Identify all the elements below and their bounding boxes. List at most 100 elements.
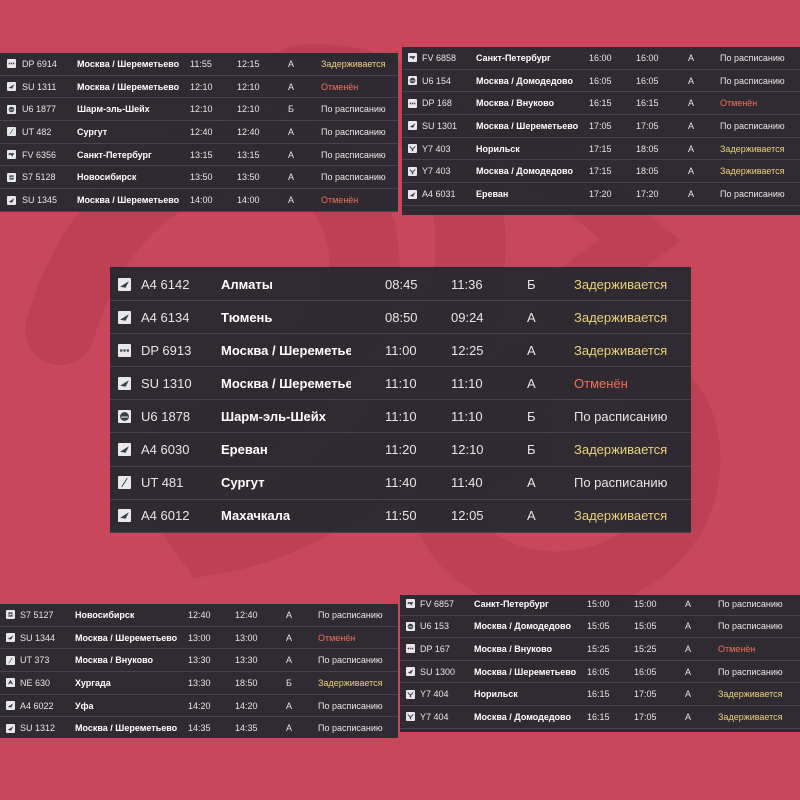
- slash-airline-icon: [7, 127, 16, 137]
- terminal: А: [286, 655, 293, 666]
- flight-status: Отменён: [718, 643, 756, 654]
- flight-status: Задерживается: [574, 342, 668, 358]
- flight-row[interactable]: Y7 404 Москва / Домодедово 16:15 17:05 А Заде…: [400, 706, 800, 729]
- flight-row[interactable]: A4 6030 Ереван 11:20 12:10 Б Задерживается: [110, 434, 691, 467]
- flight-number: A4 6012: [141, 508, 190, 524]
- terminal: А: [527, 508, 536, 524]
- estimated-time: 18:05: [636, 166, 659, 177]
- scheduled-time: 17:15: [589, 143, 612, 154]
- wing-airline-icon: [7, 195, 16, 205]
- destination-city: Москва / Домодедово: [476, 75, 573, 86]
- dots-airline-icon: [118, 343, 131, 357]
- scheduled-time: 11:10: [385, 375, 417, 391]
- wing-airline-icon: [6, 701, 15, 711]
- flight-row[interactable]: A4 6134 Тюмень 08:50 09:24 А Задерживается: [110, 301, 691, 335]
- flight-row[interactable]: FV 6356 Санкт-Петербург 13:15 13:15 А По расп…: [0, 144, 398, 167]
- scheduled-time: 12:10: [190, 81, 213, 92]
- flight-status: По расписанию: [718, 598, 783, 609]
- flight-row[interactable]: S7 5128 Новосибирск 13:50 13:50 А По расписан…: [0, 167, 398, 190]
- arrow-airline-icon: [406, 599, 415, 609]
- slash-airline-icon: [118, 476, 131, 490]
- flight-number: FV 6857: [420, 598, 455, 609]
- flight-row[interactable]: DP 167 Москва / Внуково 15:25 15:25 А Отменён: [400, 638, 800, 661]
- scheduled-time: 16:15: [589, 98, 612, 109]
- flight-number: SU 1344: [20, 632, 56, 643]
- flight-number: NE 630: [20, 677, 51, 688]
- wing-airline-icon: [7, 82, 16, 92]
- flight-row[interactable]: S7 5127 Новосибирск 12:40 12:40 А По расписан…: [0, 604, 398, 627]
- flight-status: Задерживается: [720, 166, 785, 177]
- estimated-time: 12:25: [451, 342, 484, 358]
- flight-row[interactable]: UT 481 Сургут 11:40 11:40 А По расписанию: [110, 467, 691, 500]
- flight-row[interactable]: U6 154 Москва / Домодедово 16:05 16:05 А По р…: [402, 70, 800, 93]
- terminal: А: [288, 172, 295, 183]
- wing-airline-icon: [118, 376, 131, 390]
- flight-row[interactable]: Y7 403 Норильск 17:15 18:05 А Задерживается: [402, 138, 800, 161]
- estimated-time: 17:20: [636, 189, 659, 200]
- terminal: А: [688, 120, 695, 131]
- flight-number: Y7 403: [422, 166, 451, 177]
- destination-city: Сургут: [221, 475, 265, 491]
- flight-row[interactable]: U6 153 Москва / Домодедово 15:05 15:05 А По р…: [400, 616, 800, 639]
- flight-row[interactable]: DP 6914 Москва / Шереметьево 11:55 12:15 А За…: [0, 53, 398, 76]
- departures-board-bottom-right: FV 6857 Санкт-Петербург 15:00 15:00 А По расп…: [400, 595, 800, 732]
- estimated-time: 16:00: [636, 52, 659, 63]
- flight-row[interactable]: A4 6142 Алматы 08:45 11:36 Б Задерживается: [110, 268, 691, 302]
- flight-number: DP 168: [422, 98, 452, 109]
- terminal: А: [688, 166, 695, 177]
- flight-row[interactable]: DP 6913 Москва / Шереметьево 11:00 12:25 А За…: [110, 334, 691, 368]
- flight-number: DP 6914: [22, 58, 57, 69]
- estimated-time: 16:05: [636, 75, 659, 86]
- flight-row[interactable]: SU 1344 Москва / Шереметьево 13:00 13:00 А От…: [0, 627, 398, 650]
- arrow-airline-icon: [408, 53, 417, 63]
- flight-row[interactable]: A4 6022 Уфа 14:20 14:20 А По расписанию: [0, 695, 398, 718]
- flight-number: A4 6030: [141, 442, 190, 458]
- flight-row[interactable]: UT 373 Москва / Внуково 13:30 13:30 А По расп…: [0, 649, 398, 673]
- terminal: А: [527, 475, 536, 491]
- flight-status: По расписанию: [574, 408, 668, 424]
- flight-row[interactable]: SU 1300 Москва / Шереметьево 16:05 16:05 А По…: [400, 661, 800, 684]
- nordwind-airline-icon: [6, 678, 15, 688]
- estimated-time: 16:05: [634, 666, 657, 677]
- scheduled-time: 08:50: [385, 309, 418, 325]
- flight-row[interactable]: SU 1311 Москва / Шереметьево 12:10 12:10 А От…: [0, 76, 398, 99]
- scheduled-time: 16:00: [589, 52, 612, 63]
- estimated-time: 11:40: [451, 475, 483, 491]
- flight-row[interactable]: SU 1310 Москва / Шереметьево 11:10 11:10 А От…: [110, 367, 691, 401]
- flight-status: По расписанию: [720, 52, 785, 63]
- dots-airline-icon: [408, 98, 417, 108]
- flight-number: SU 1310: [141, 375, 192, 391]
- flight-number: U6 1877: [22, 104, 57, 115]
- flight-row[interactable]: FV 6857 Санкт-Петербург 15:00 15:00 А По расп…: [400, 595, 800, 616]
- flight-row[interactable]: A4 6031 Ереван 17:20 17:20 А По расписанию: [402, 183, 800, 206]
- scheduled-time: 16:05: [589, 75, 612, 86]
- terminal: А: [685, 666, 692, 677]
- estimated-time: 13:50: [237, 172, 260, 183]
- flight-row[interactable]: DP 168 Москва / Внуково 16:15 16:15 А Отменён: [402, 92, 800, 116]
- flight-number: UT 481: [141, 475, 184, 491]
- arrow-airline-icon: [7, 150, 16, 160]
- flight-number: Y7 403: [422, 143, 451, 154]
- flight-row[interactable]: NE 630 Хургада 13:30 18:50 Б Задерживается: [0, 672, 398, 695]
- flight-row[interactable]: U6 1878 Шарм-эль-Шейх 11:10 11:10 Б По распис…: [110, 400, 691, 434]
- flight-row[interactable]: SU 1301 Москва / Шереметьево 17:05 17:05 А По…: [402, 115, 800, 138]
- flight-status: Задерживается: [718, 711, 783, 722]
- flight-row[interactable]: UT 482 Сургут 12:40 12:40 А По расписанию: [0, 121, 398, 144]
- flight-status: Отменён: [321, 195, 359, 206]
- estimated-time: 14:20: [235, 700, 258, 711]
- departures-board-top-left: DP 6914 Москва / Шереметьево 11:55 12:15 А За…: [0, 53, 398, 212]
- destination-city: Санкт-Петербург: [474, 598, 549, 609]
- scheduled-time: 17:05: [589, 120, 612, 131]
- flight-row[interactable]: Y7 404 Норильск 16:15 17:05 А Задерживается: [400, 683, 800, 706]
- flight-row[interactable]: Y7 403 Москва / Домодедово 17:15 18:05 А Заде…: [402, 161, 800, 184]
- flight-status: По расписанию: [321, 126, 386, 137]
- flight-row[interactable]: FV 6858 Санкт-Петербург 16:00 16:00 А По расп…: [402, 47, 800, 70]
- terminal: А: [286, 723, 293, 734]
- terminal: Б: [527, 408, 536, 424]
- flight-row[interactable]: A4 6012 Махачкала 11:50 12:05 А Задерживается: [110, 500, 691, 533]
- flight-row[interactable]: U6 1877 Шарм-эль-Шейх 12:10 12:10 Б По распис…: [0, 98, 398, 122]
- flight-status: По расписанию: [318, 700, 383, 711]
- flight-status: Задерживается: [574, 442, 668, 458]
- flight-row[interactable]: SU 1312 Москва / Шереметьево 14:35 14:35 А По…: [0, 718, 398, 739]
- flight-row[interactable]: SU 1345 Москва / Шереметьево 14:00 14:00 А От…: [0, 189, 398, 212]
